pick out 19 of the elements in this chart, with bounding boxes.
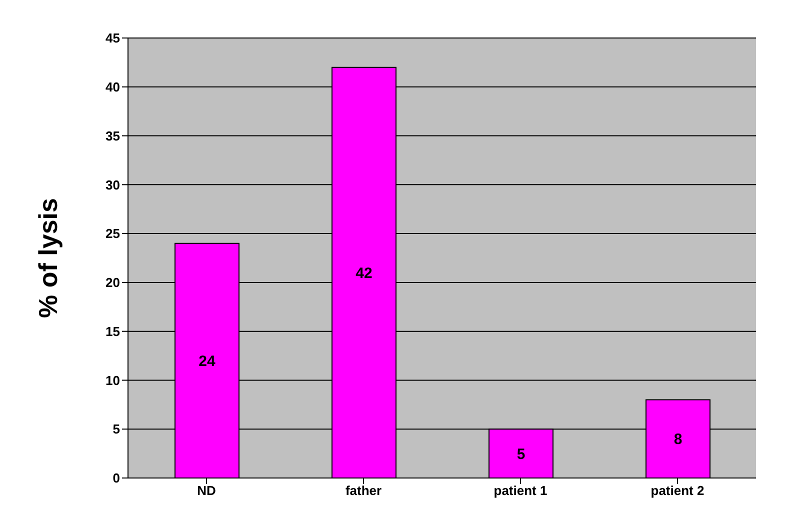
data-label: 24	[198, 352, 216, 370]
data-label: 8	[674, 431, 682, 448]
y-tick-label: 15	[106, 324, 120, 339]
data-label: 5	[516, 446, 526, 463]
y-tick-label: 40	[106, 80, 120, 95]
data-label: 42	[356, 264, 372, 282]
y-tick-label: 30	[106, 177, 120, 192]
y-tick-label: 25	[106, 226, 120, 242]
y-tick-label: 35	[106, 128, 120, 144]
x-tick-label: patient 2	[650, 483, 704, 498]
y-tick-label: 45	[106, 30, 120, 46]
y-tick-label: 5	[112, 422, 120, 437]
y-tick-label: 10	[106, 372, 120, 388]
x-tick-label: patient 1	[494, 483, 548, 498]
y-tick-label: 20	[106, 275, 120, 290]
x-tick-label: ND	[197, 483, 216, 498]
y-tick-label: 0	[112, 470, 120, 486]
y-axis-title: % of lysis	[33, 198, 64, 318]
x-tick-label: father	[345, 483, 382, 498]
